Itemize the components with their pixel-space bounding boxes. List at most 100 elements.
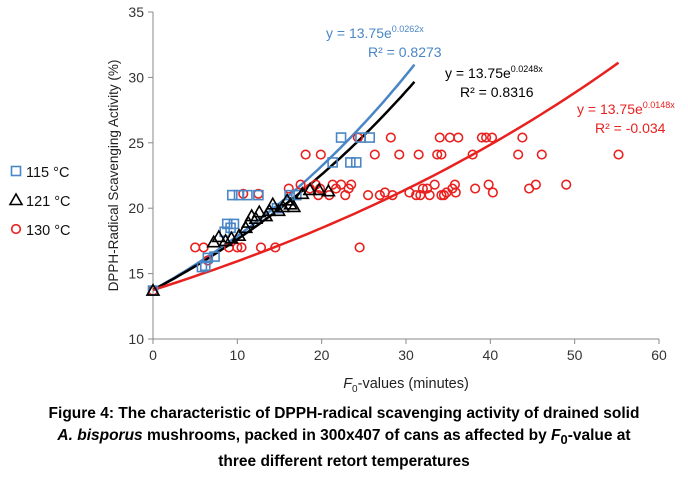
scatter-chart: 10 15 20 25 30 35 0 10 20 30 40 50 60 y = 13.75e0.02… [8, 4, 675, 395]
x-tick-label: 60 [651, 347, 667, 363]
data-point-circle [444, 132, 455, 143]
data-point-square [364, 132, 376, 143]
data-point-square [242, 189, 253, 201]
data-point-circle [413, 149, 424, 160]
data-point-triangle [265, 196, 281, 210]
caption-line-2: A. bisporus mushrooms, packed in 300x407… [0, 425, 688, 451]
y-tick-label: 35 [128, 4, 144, 20]
data-point-circle [487, 187, 498, 198]
data-point-circle [354, 242, 365, 253]
data-point-circle [432, 149, 443, 160]
data-point-square [335, 132, 347, 143]
data-point-circle [517, 132, 528, 143]
x-tick-label: 0 [149, 347, 157, 363]
data-point-circle [421, 183, 433, 194]
data-point-triangle [211, 229, 227, 243]
data-point-circle [315, 149, 326, 160]
data-point-circle [434, 132, 445, 143]
data-point-circle [467, 149, 478, 160]
data-point-circle [236, 242, 247, 253]
x-tick-label: 20 [314, 347, 330, 363]
x-tick-label: 40 [483, 347, 499, 363]
x-tick-label: 50 [567, 347, 583, 363]
data-point-circle [369, 149, 380, 160]
caption-line-3: three different retort temperatures [218, 453, 470, 471]
data-point-circle [417, 183, 428, 194]
data-point-square [209, 251, 220, 262]
data-point-triangle [311, 182, 327, 196]
y-tick-label: 15 [128, 266, 144, 282]
data-point-square [226, 189, 238, 201]
data-point-circle [613, 149, 624, 160]
data-point-triangle [262, 203, 277, 217]
legend-label-3: 130 °C [26, 223, 71, 239]
caption-f-sub: 0 [560, 432, 568, 448]
data-point-circle [385, 132, 396, 143]
y-tick-label: 25 [128, 135, 144, 151]
data-point-circle [374, 190, 385, 201]
data-point-square [199, 260, 211, 272]
trendline-2 [152, 80, 416, 292]
chart-axes: 10 15 20 25 30 35 0 10 20 30 40 50 60 [128, 4, 667, 363]
data-point-circle [481, 132, 492, 143]
data-point-circle [486, 132, 498, 143]
data-point-circle [190, 242, 201, 253]
data-point-circle [295, 179, 306, 190]
data-point-circle [394, 149, 405, 160]
data-point-circle [404, 187, 415, 198]
fit-equation-3: y = 13.75e0.0148x [577, 100, 675, 117]
data-point-square [196, 261, 208, 273]
y-tick-label: 10 [128, 331, 144, 347]
figure-caption: Figure 4: The characteristic of DPPH-rad… [0, 403, 688, 473]
data-point-square [345, 157, 356, 168]
data-point-circle [335, 179, 347, 190]
data-point-circle [346, 179, 357, 190]
trendline-3 [152, 61, 620, 292]
data-point-triangle [302, 182, 318, 196]
trendlines [152, 61, 620, 292]
data-point-square [202, 252, 214, 264]
x-axis-label: F0-values (minutes) [343, 376, 469, 395]
data-point-circle [513, 149, 524, 160]
data-point-circle [362, 190, 374, 201]
data-point-triangle [321, 183, 336, 197]
y-tick-label: 30 [128, 69, 144, 85]
data-point-circle [470, 183, 481, 194]
data-point-circle [483, 179, 494, 190]
r-squared-1: R² = 0.8273 [368, 44, 442, 60]
legend-label-2: 121 °C [26, 194, 71, 210]
data-point-circle [530, 179, 541, 190]
data-point-circle [450, 187, 461, 198]
data-point-triangle [218, 233, 233, 247]
fit-equation-1: y = 13.75e0.0262x [326, 24, 424, 41]
data-point-triangle [283, 196, 298, 210]
caption-species: A. bisporus [57, 427, 143, 444]
data-points [145, 132, 624, 296]
data-point-triangle [251, 204, 267, 218]
data-point-square [350, 157, 362, 168]
legend-marker-3 [10, 223, 22, 235]
data-point-square [253, 189, 264, 201]
data-point-triangle [286, 199, 302, 213]
fit-equation-2: y = 13.75e0.0248x [445, 64, 543, 81]
data-point-triangle [145, 282, 161, 296]
caption-f: F [551, 427, 561, 444]
data-point-circle [436, 149, 447, 160]
data-point-triangle [231, 228, 247, 241]
data-point-square [228, 218, 240, 230]
caption-text-a: mushrooms, packed in 300x407 of cans as … [142, 427, 552, 444]
data-point-square [291, 189, 302, 201]
caption-text-b: -value at [567, 427, 631, 444]
data-point-circle [387, 190, 398, 201]
data-point-circle [283, 183, 294, 194]
r-squared-3: R² = -0.034 [595, 120, 666, 136]
data-point-circle [255, 242, 267, 253]
y-axis-label: DPPH-Radical Scavenging Activity (%) [106, 60, 121, 292]
x-tick-label: 30 [398, 347, 414, 363]
r-squared-2: R² = 0.8316 [460, 84, 534, 100]
data-point-triangle [248, 211, 264, 224]
legend: 115 °C 121 °C 130 °C [8, 165, 71, 239]
caption-line-1: Figure 4: The characteristic of DPPH-rad… [48, 405, 640, 422]
data-point-circle [270, 242, 281, 253]
data-point-circle [476, 132, 488, 143]
